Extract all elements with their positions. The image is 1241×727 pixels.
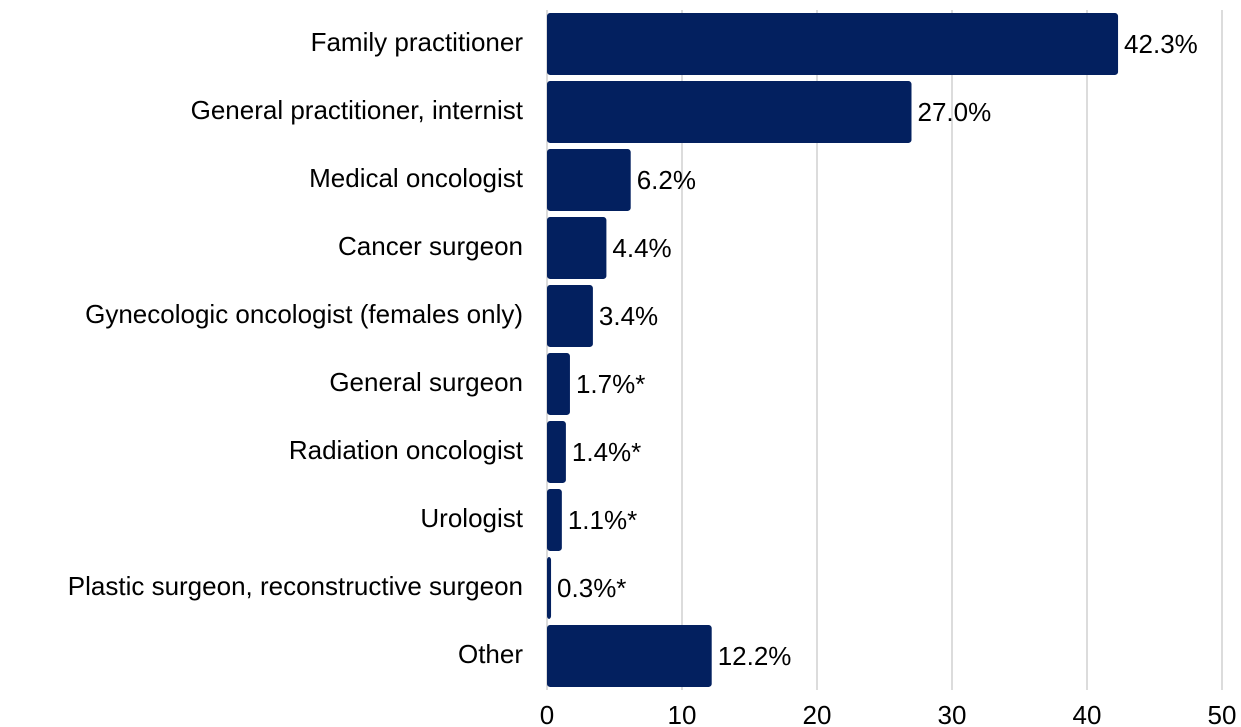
value-label: 1.7%* xyxy=(576,369,645,399)
bar xyxy=(547,489,562,551)
y-tick-label: General practitioner, internist xyxy=(191,95,524,125)
x-tick-label: 50 xyxy=(1208,700,1237,727)
bar xyxy=(547,625,712,687)
y-tick-label: Medical oncologist xyxy=(309,163,524,193)
x-tick-label: 20 xyxy=(803,700,832,727)
y-tick-label: General surgeon xyxy=(329,367,523,397)
value-label: 4.4% xyxy=(612,233,671,263)
y-tick-label: Other xyxy=(458,639,523,669)
y-tick-label: Plastic surgeon, reconstructive surgeon xyxy=(68,571,523,601)
value-label: 0.3%* xyxy=(557,573,626,603)
bar xyxy=(547,557,552,619)
bar xyxy=(547,285,593,347)
bar xyxy=(547,13,1119,75)
value-label: 42.3% xyxy=(1124,29,1198,59)
value-label: 3.4% xyxy=(599,301,658,331)
x-tick-label: 0 xyxy=(540,700,554,727)
x-tick-label: 30 xyxy=(938,700,967,727)
bar xyxy=(547,81,912,143)
y-tick-label: Gynecologic oncologist (females only) xyxy=(85,299,523,329)
bar xyxy=(547,421,566,483)
bar xyxy=(547,217,607,279)
y-tick-label: Cancer surgeon xyxy=(338,231,523,261)
x-tick-label: 10 xyxy=(668,700,697,727)
value-label: 1.1%* xyxy=(568,505,637,535)
value-label: 6.2% xyxy=(637,165,696,195)
y-tick-label: Urologist xyxy=(420,503,523,533)
value-label: 12.2% xyxy=(718,641,792,671)
bar xyxy=(547,149,631,211)
value-label: 1.4%* xyxy=(572,437,641,467)
x-tick-label: 40 xyxy=(1073,700,1102,727)
y-tick-label: Radiation oncologist xyxy=(289,435,524,465)
value-label: 27.0% xyxy=(918,97,992,127)
y-tick-label: Family practitioner xyxy=(311,27,524,57)
bar xyxy=(547,353,570,415)
